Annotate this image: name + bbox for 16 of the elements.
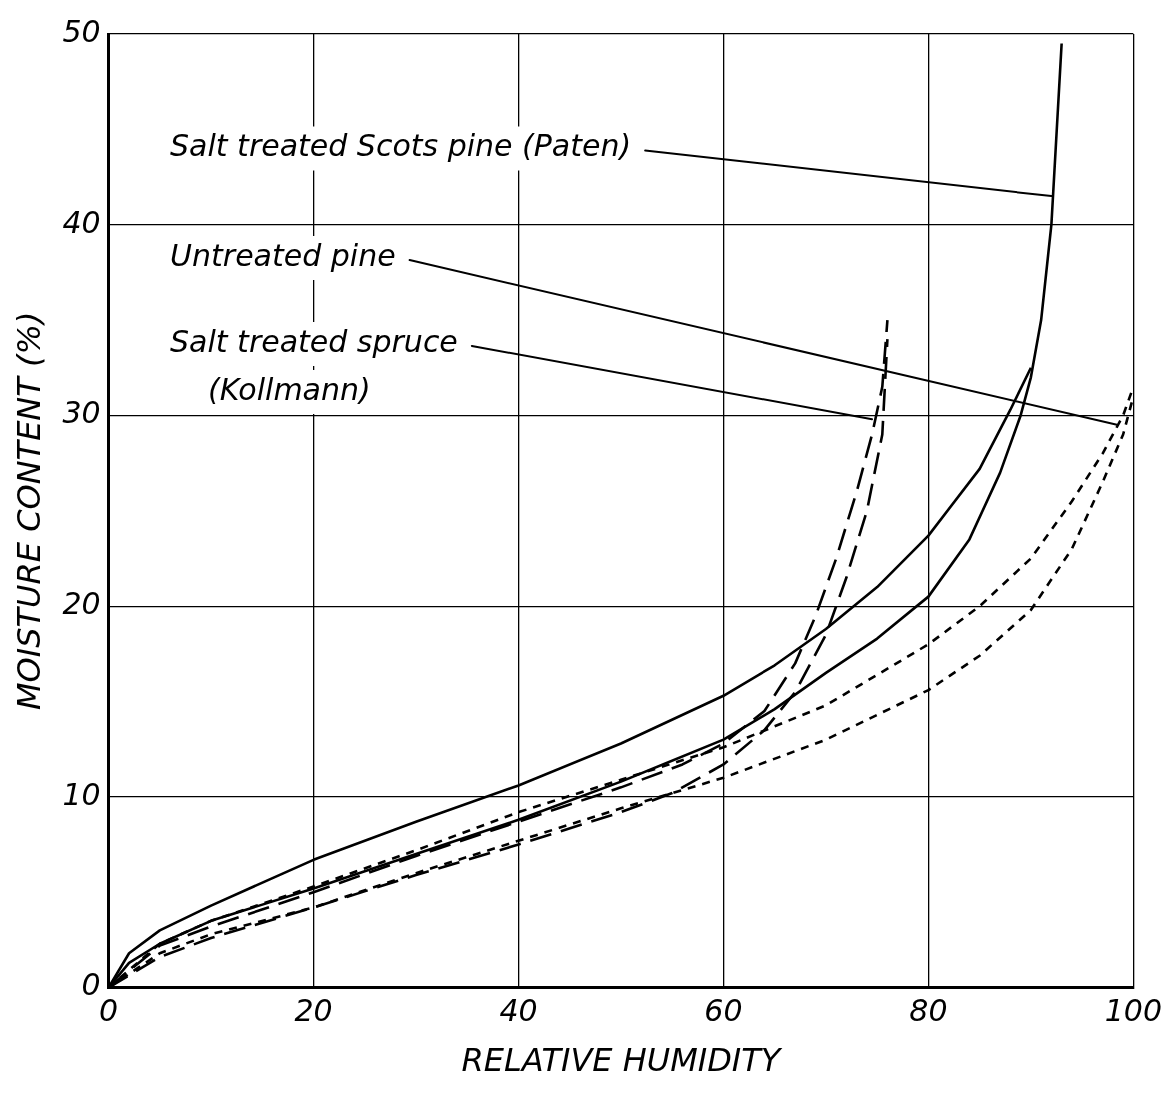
y-tick-label: 0: [81, 967, 101, 1003]
x-axis-title: RELATIVE HUMIDITY: [461, 1041, 783, 1080]
x-tick-label: 20: [294, 993, 333, 1029]
annotation: Salt treated spruce (Kollmann): [170, 323, 458, 407]
x-tick-label: 80: [909, 993, 948, 1029]
y-axis-title: MOISTURE CONTENT (%): [9, 311, 48, 710]
y-tick-label: 40: [62, 204, 101, 240]
x-tick-label: 60: [704, 993, 743, 1029]
x-tick-label: 40: [499, 993, 538, 1029]
x-tick-label: 100: [1104, 993, 1162, 1029]
annotation: Salt treated Scots pine (Paten): [170, 128, 632, 164]
y-tick-label: 30: [62, 395, 101, 431]
y-tick-label: 20: [62, 585, 101, 621]
annotation: Untreated pine: [170, 237, 396, 273]
y-tick-label: 10: [62, 776, 101, 812]
y-tick-label: 50: [62, 13, 101, 49]
